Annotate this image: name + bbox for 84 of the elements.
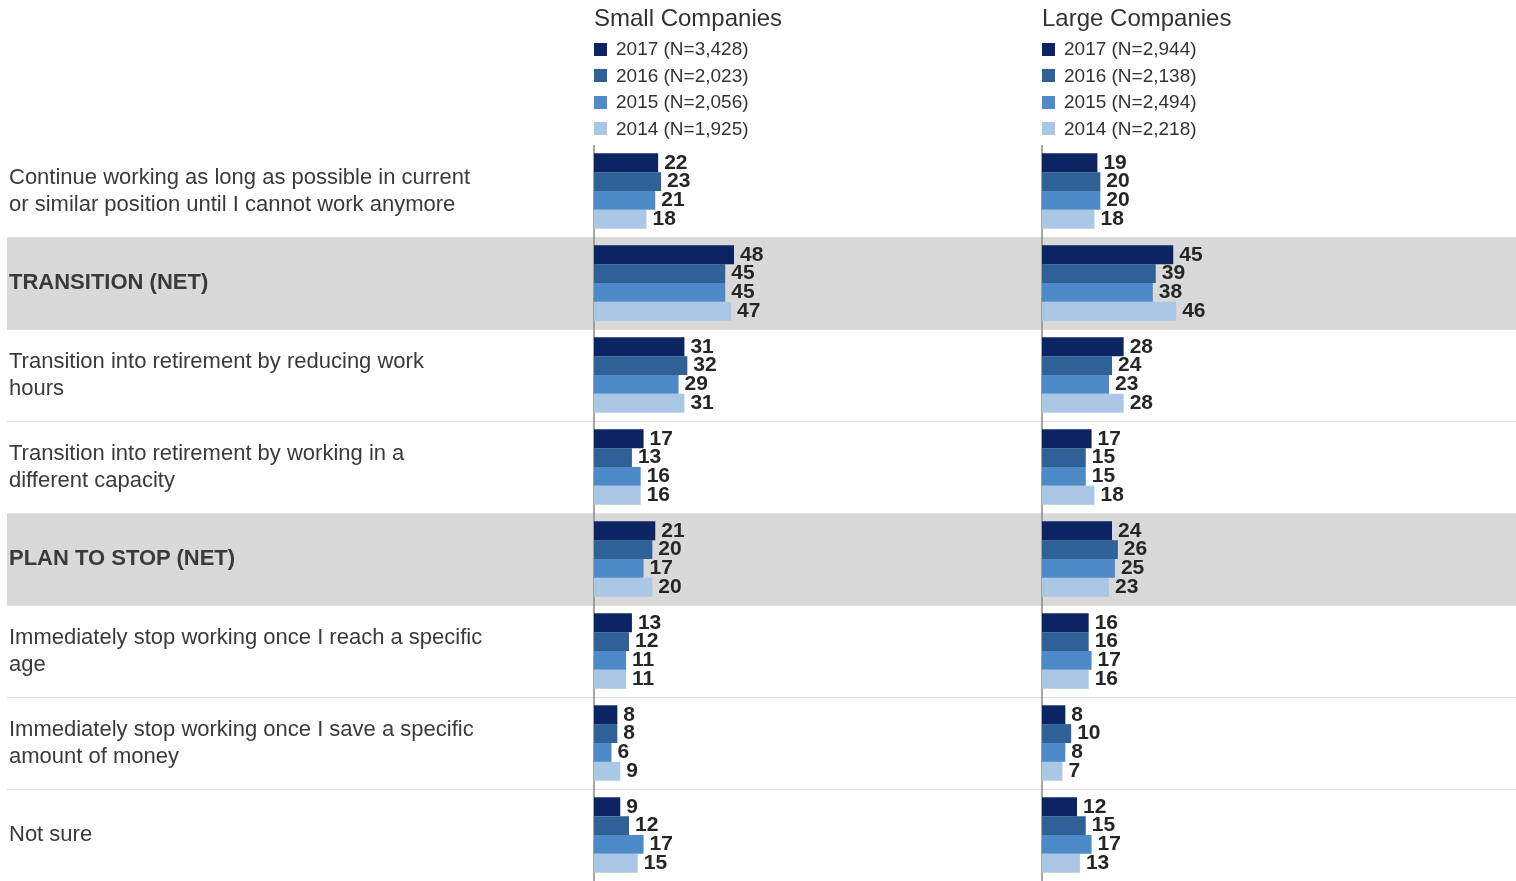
bar — [594, 191, 656, 210]
legend-label: 2014 (N=2,218) — [1064, 116, 1197, 141]
bar — [1042, 743, 1066, 762]
bar — [594, 540, 653, 559]
bar — [1042, 209, 1095, 229]
bar — [594, 283, 726, 302]
bar — [1042, 429, 1092, 449]
bar — [594, 521, 656, 541]
bar — [1042, 467, 1086, 486]
y-tick-label: Immediately stop working once I reach a specific age — [9, 623, 483, 676]
legend-title: Large Companies — [1042, 4, 1232, 32]
legend-label: 2014 (N=1,925) — [616, 116, 749, 141]
bar — [594, 835, 644, 854]
bar — [594, 724, 618, 743]
bar — [1042, 521, 1112, 541]
bar — [594, 264, 726, 283]
bar — [1042, 356, 1112, 375]
bar — [594, 559, 644, 578]
y-tick-label: Continue working as long as possible in current or similar position until I cannot work anymore — [9, 163, 471, 216]
bar — [1042, 651, 1092, 670]
y-tick-label: Transition into retirement by working in a different capacity — [9, 439, 406, 492]
y-tick-label: PLAN TO STOP (NET) — [9, 545, 236, 571]
data-label: 9 — [626, 793, 638, 817]
bar — [1042, 301, 1177, 321]
legend-label: 2015 (N=2,056) — [616, 90, 749, 114]
bar — [594, 301, 732, 321]
bar — [594, 797, 621, 817]
bar — [594, 761, 621, 781]
bar — [1042, 337, 1124, 357]
bar — [1042, 393, 1124, 413]
bar — [594, 816, 629, 835]
bar — [1042, 485, 1095, 505]
bar — [1042, 761, 1063, 781]
y-tick-label: Transition into retirement by reducing work hours — [9, 347, 425, 400]
bar — [594, 577, 653, 597]
bar — [594, 337, 685, 357]
bar — [1042, 705, 1066, 725]
data-label: 46 — [1182, 298, 1206, 322]
bar — [1042, 797, 1077, 817]
y-tick-label: TRANSITION (NET) — [9, 269, 209, 295]
bar — [594, 467, 641, 486]
bar — [1042, 559, 1115, 578]
bar — [1042, 577, 1110, 597]
bar — [594, 705, 618, 725]
bar — [1042, 448, 1086, 467]
bar — [1042, 245, 1174, 265]
bar — [1042, 816, 1086, 835]
bar — [1042, 613, 1089, 633]
bar — [1042, 153, 1098, 173]
bar — [594, 448, 632, 467]
bar — [594, 651, 627, 670]
bar — [1042, 853, 1080, 873]
legend-label: 2016 (N=2,138) — [1064, 63, 1197, 88]
bar — [594, 209, 647, 229]
bar — [1042, 172, 1101, 191]
bar — [1042, 632, 1089, 651]
bar — [594, 356, 688, 375]
bar — [1042, 264, 1156, 283]
legend-label: 2015 (N=2,494) — [1064, 90, 1197, 114]
bar — [1042, 540, 1118, 559]
bar — [594, 375, 679, 394]
bar — [594, 743, 612, 762]
bar — [594, 393, 685, 413]
bar — [594, 485, 641, 505]
y-tick-label: Immediately stop working once I save a specific amount of money — [9, 715, 474, 768]
legend-title: Small Companies — [594, 4, 783, 32]
bar — [594, 613, 632, 633]
bar — [594, 172, 662, 191]
bar — [594, 669, 627, 689]
bar — [1042, 375, 1110, 394]
bar — [594, 153, 659, 173]
bar — [1042, 724, 1072, 743]
y-tick-label: Not sure — [9, 821, 93, 847]
bar — [594, 245, 734, 265]
bar — [1042, 669, 1089, 689]
bar — [594, 429, 644, 449]
legend-label: 2017 (N=3,428) — [616, 37, 749, 61]
bar — [1042, 835, 1092, 854]
legend-label: 2017 (N=2,944) — [1064, 37, 1197, 61]
bar — [1042, 191, 1101, 210]
bar — [594, 632, 629, 651]
bar — [594, 853, 638, 873]
bar — [1042, 283, 1153, 302]
legend-label: 2016 (N=2,023) — [616, 63, 749, 88]
